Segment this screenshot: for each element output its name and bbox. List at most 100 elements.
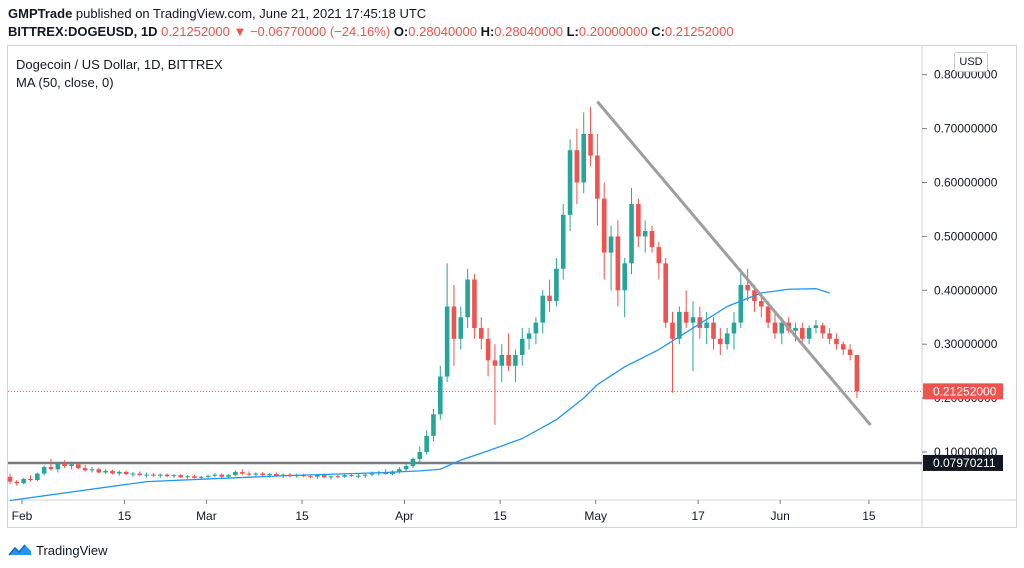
candle-body [335,476,341,478]
candle-body [601,198,607,253]
candle-body [738,284,744,323]
candle-body [198,476,204,478]
candle-body [397,469,402,472]
candle-body [410,459,416,467]
price-tick-label: 0.50000000 [934,229,998,243]
candle-body [499,354,505,366]
candle-body [677,311,682,339]
high-label: H: [480,24,495,39]
candle-body [636,204,641,237]
candle-body [14,481,20,484]
publish-info: GMPTrade published on TradingView.com, J… [8,6,426,21]
candle-body [608,236,614,253]
candle-body [485,338,491,361]
footer-brand[interactable]: TradingView [8,541,108,559]
candle-body [417,452,423,460]
support-price-tag [923,454,1003,471]
close-label: C: [651,24,665,39]
price-tick-label: 0.30000000 [934,337,998,351]
descending-trendline [596,100,872,427]
candle-body [724,333,730,345]
candle-body [110,470,115,474]
candle-body [772,322,778,334]
candle-body [560,214,566,269]
candle-body [615,236,621,291]
candle-body [328,476,334,478]
chart-legend-title: Dogecoin / US Dollar, 1D, BITTREX [16,57,223,72]
candle-body [239,471,245,474]
symbol-label: BITTREX:DOGEUSD, 1D [8,24,158,39]
candle-body [315,475,320,477]
candle-body [595,155,600,199]
candle-body [588,133,593,156]
candle-body [492,360,498,366]
currency-button[interactable]: USD [954,52,988,72]
candle-body [451,306,457,339]
ma-indicator-legend[interactable]: MA (50, close, 0) [16,75,114,90]
price-tick-label: 0.70000000 [934,122,998,136]
candle-body [383,472,388,475]
time-tick-label: 17 [691,509,705,523]
candle-body [246,473,252,475]
candle-body [506,354,511,366]
candle-body [765,306,771,323]
candle-body [21,478,26,484]
candle-body [308,476,313,478]
candle-body [69,464,74,467]
candle-body [478,328,484,339]
candle-body [567,150,573,215]
time-tick-label: Jun [770,509,789,523]
candle-body [731,322,737,334]
candle-body [164,474,170,477]
price-change: −0.06770000 (−24.16%) [249,24,391,39]
candle-body [431,414,436,436]
candle-body [718,338,723,345]
candle-body [683,311,689,323]
candle-body [813,325,819,329]
candle-body [793,328,798,331]
candle-body [274,474,279,476]
candle-body [342,475,347,477]
candle-body [847,349,853,355]
candle-body [820,325,826,334]
change-down-arrow-icon: ▼ [233,24,247,39]
candle-body [267,474,272,476]
candle-body [690,317,696,323]
candle-body [321,475,327,478]
publisher-name[interactable]: GMPTrade [8,6,73,21]
candle-body [369,473,375,475]
candle-body [28,478,33,481]
chart-frame [7,45,1017,528]
candle-body [519,338,525,355]
candle-body [123,471,129,475]
last-price-tag-label: 0.21252000 [933,384,997,398]
candle-body [656,247,662,264]
candle-body [629,204,634,264]
last-price-tag [923,383,1003,400]
candle-body [62,463,67,467]
candle-body [82,468,88,471]
open-label: O: [393,24,409,39]
candle-body [76,464,81,469]
candle-body [157,474,163,476]
candle-body [697,317,703,329]
candle-body [649,231,655,248]
candle-body [178,475,184,478]
candle-body [219,474,225,477]
candle-body [854,354,860,392]
candle-body [779,322,785,334]
candle-body [513,354,518,366]
candle-body [806,328,812,339]
candle-body [554,268,559,302]
price-tick-label: 0.40000000 [934,283,998,297]
candle-body [711,322,716,339]
candle-body [103,470,108,473]
candle-body [799,328,805,339]
candle-body [403,466,409,470]
low-value: 0.20000000 [578,24,648,39]
candle-body [533,322,539,334]
candle-body [7,476,13,482]
candle-body [745,284,750,291]
candle-body [233,471,238,476]
